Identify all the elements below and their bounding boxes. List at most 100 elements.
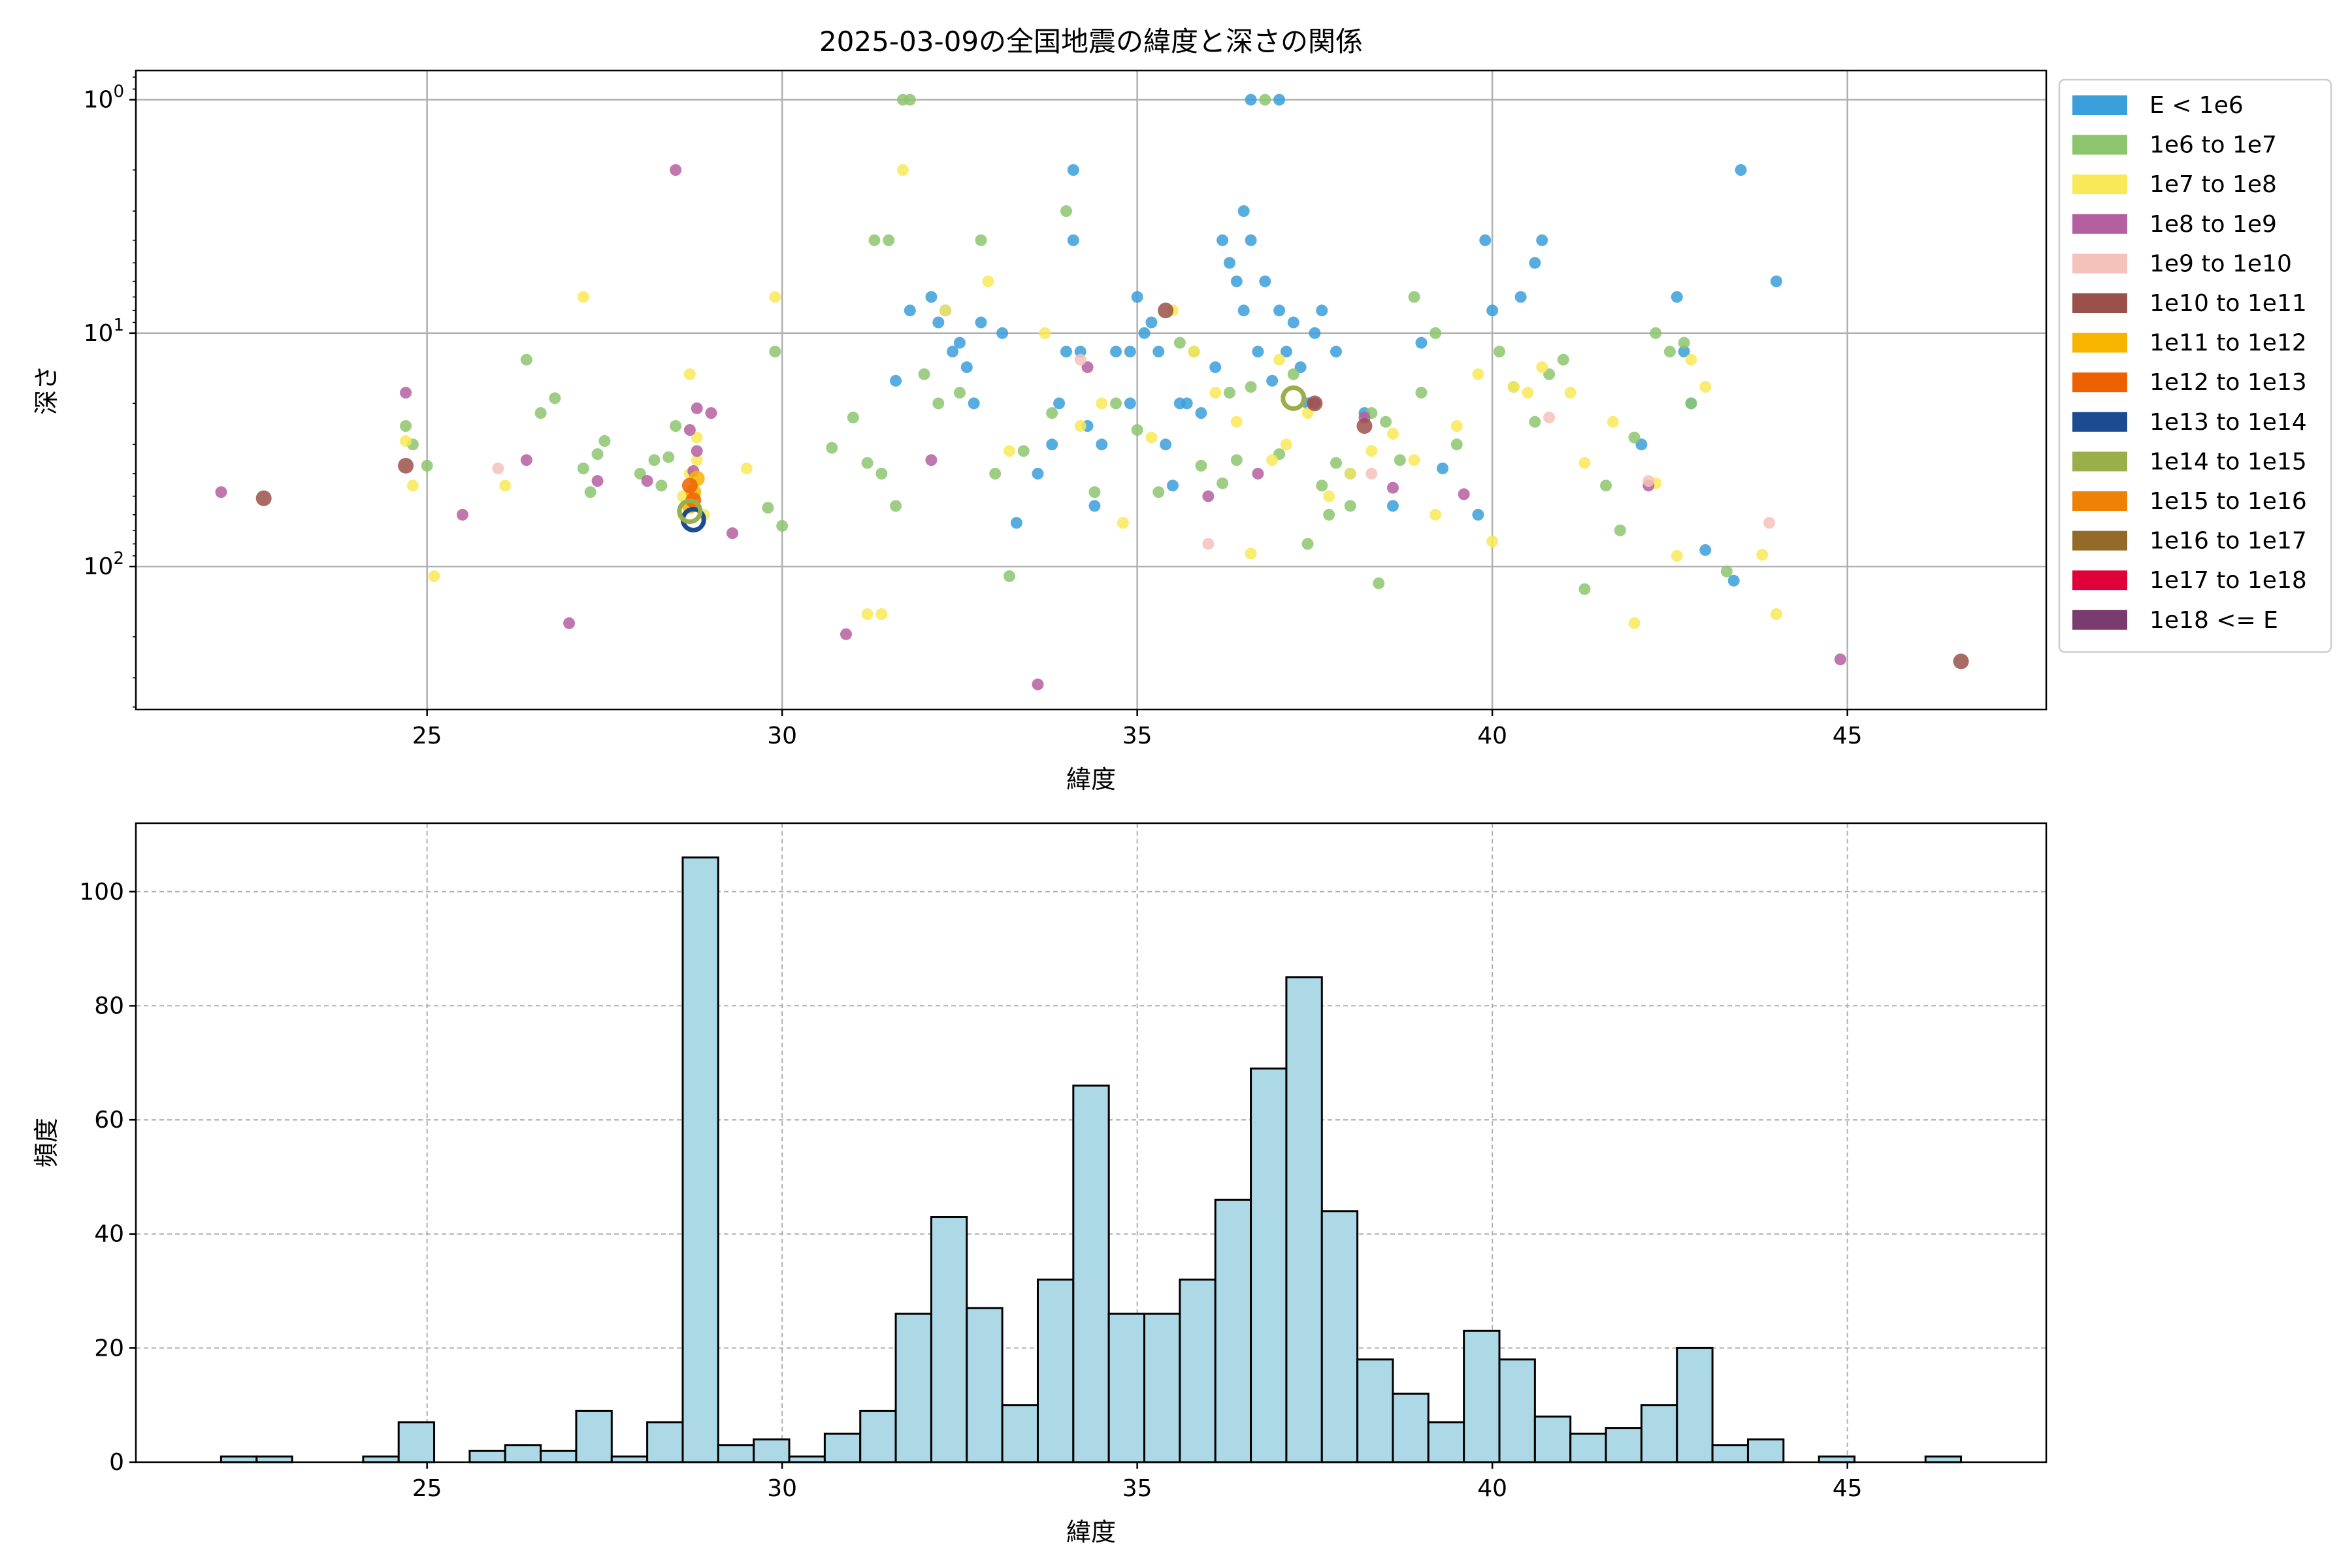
scatter-point — [1110, 397, 1122, 410]
legend-swatch — [2072, 412, 2127, 432]
hist-bar — [859, 1409, 897, 1463]
scatter-point — [577, 291, 589, 303]
scatter-point — [584, 486, 596, 498]
scatter-point — [840, 628, 852, 640]
hist-y-tick-label: 40 — [94, 1221, 124, 1248]
scatter-point — [1131, 291, 1143, 303]
legend-swatch — [2072, 610, 2127, 630]
scatter-point — [1522, 387, 1534, 399]
scatter-point — [1458, 488, 1470, 500]
scatter-point — [1202, 490, 1215, 502]
hist-bar — [1746, 1438, 1785, 1463]
scatter-point — [1323, 508, 1335, 521]
scatter-point — [982, 275, 994, 287]
hist-bar — [1392, 1392, 1429, 1463]
scatter-point — [904, 304, 916, 317]
hist-x-tick-label: 45 — [1833, 1475, 1863, 1502]
scatter-point — [1450, 420, 1463, 433]
legend-label: 1e15 to 1e16 — [2149, 488, 2307, 515]
scatter-point — [1628, 617, 1641, 629]
hist-bar — [1143, 1313, 1181, 1463]
scatter-axes-frame — [135, 69, 2048, 711]
scatter-point — [691, 431, 703, 444]
scatter-point — [1699, 544, 1712, 556]
scatter-point — [1529, 416, 1541, 428]
scatter-point — [1188, 346, 1200, 358]
legend: E < 1e6 1e6 to 1e7 1e7 to 1e8 1e8 to 1e9 1e9… — [2058, 78, 2332, 653]
scatter-point — [1110, 346, 1122, 358]
hist-x-tick-label: 40 — [1477, 1475, 1507, 1502]
scatter-point — [1408, 291, 1420, 303]
scatter-point — [1245, 234, 1257, 246]
scatter-point — [662, 451, 675, 463]
scatter-point — [861, 457, 874, 469]
scatter-point — [996, 327, 1009, 339]
scatter-point — [1245, 93, 1257, 106]
scatter-point — [727, 527, 739, 540]
scatter-point — [1450, 438, 1463, 451]
scatter-point — [1160, 438, 1172, 451]
hist-bar — [1036, 1279, 1075, 1463]
legend-swatch — [2072, 95, 2127, 115]
scatter-point — [534, 407, 547, 419]
scatter-point — [1259, 93, 1271, 106]
hist-bar — [823, 1432, 862, 1463]
hist-x-tick-label: 35 — [1122, 1475, 1152, 1502]
scatter-point — [960, 361, 973, 374]
scatter-point — [398, 457, 414, 474]
scatter-point — [1060, 205, 1072, 218]
scatter-point — [1578, 457, 1591, 469]
scatter-point — [1316, 480, 1328, 492]
scatter-point — [406, 480, 419, 492]
scatter-point — [1017, 445, 1030, 457]
hist-bar — [468, 1450, 506, 1463]
scatter-point — [1642, 475, 1655, 487]
scatter-point — [890, 374, 902, 387]
scatter-point — [1280, 346, 1292, 358]
scatter-point — [634, 467, 646, 480]
scatter-point — [975, 234, 987, 246]
scatter-point — [641, 475, 653, 487]
scatter-point — [1167, 480, 1179, 492]
scatter-point — [215, 486, 227, 498]
scatter-point — [1564, 387, 1576, 399]
scatter-point — [1678, 336, 1690, 349]
scatter-point — [1578, 583, 1591, 595]
scatter-point — [1415, 387, 1428, 399]
scatter-point — [1281, 385, 1307, 411]
scatter-point — [875, 608, 888, 621]
hist-bar — [220, 1455, 258, 1463]
scatter-point — [826, 442, 838, 454]
scatter-point — [1543, 412, 1556, 424]
scatter-point — [776, 519, 789, 532]
scatter-point — [1614, 524, 1626, 536]
scatter-point — [1010, 517, 1022, 529]
scatter-point — [904, 93, 916, 106]
scatter-x-axis-label: 緯度 — [1066, 765, 1116, 794]
hist-y-tick-label: 100 — [79, 879, 124, 906]
scatter-point — [1202, 538, 1215, 550]
scatter-point — [1287, 316, 1299, 329]
scatter-point — [896, 164, 909, 176]
scatter-point — [1380, 416, 1392, 428]
scatter-x-tick-label: 40 — [1477, 723, 1507, 749]
scatter-point — [1953, 653, 1969, 670]
scatter-x-tick-label: 35 — [1122, 723, 1152, 749]
scatter-point — [1280, 438, 1292, 451]
scatter-point — [655, 480, 668, 492]
scatter-point — [499, 480, 512, 492]
scatter-point — [1230, 275, 1243, 287]
scatter-point — [1096, 438, 1108, 451]
scatter-point — [1053, 397, 1066, 410]
scatter-x-tick-label: 30 — [767, 723, 797, 749]
hist-bar — [504, 1444, 542, 1463]
hist-y-tick-label: 60 — [94, 1107, 124, 1134]
scatter-point — [1096, 397, 1108, 410]
scatter-point — [1650, 327, 1662, 339]
scatter-point — [1770, 608, 1782, 621]
scatter-point — [648, 454, 661, 466]
scatter-point — [1223, 387, 1235, 399]
scatter-point — [1217, 234, 1229, 246]
